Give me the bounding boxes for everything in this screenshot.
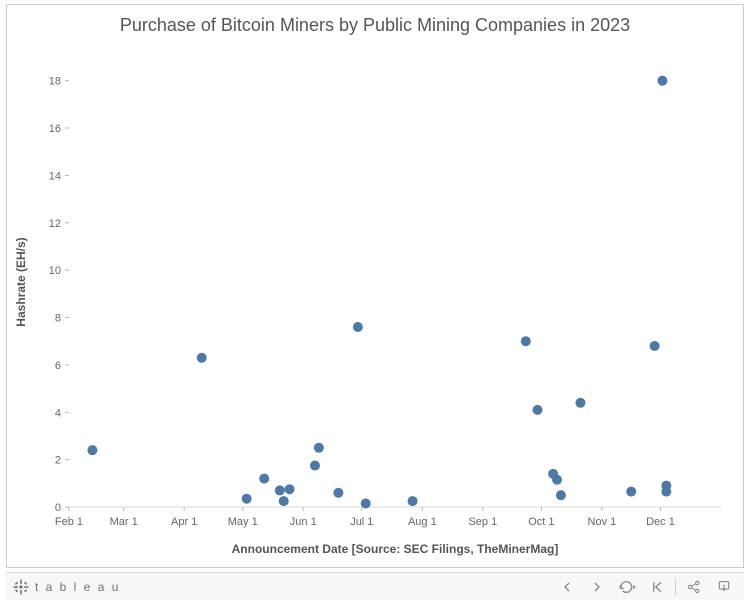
data-point[interactable]: [575, 398, 585, 408]
download-button[interactable]: [710, 576, 738, 598]
svg-text:Aug 1: Aug 1: [408, 516, 437, 528]
reset-button[interactable]: [643, 576, 671, 598]
svg-text:10: 10: [49, 265, 61, 277]
svg-text:Sep 1: Sep 1: [468, 516, 497, 528]
svg-text:Dec 1: Dec 1: [646, 516, 675, 528]
svg-text:4: 4: [55, 407, 61, 419]
svg-text:May 1: May 1: [228, 516, 258, 528]
toolbar: t a b l e a u: [6, 572, 744, 600]
data-point[interactable]: [87, 445, 97, 455]
data-point[interactable]: [521, 336, 531, 346]
svg-text:Feb 1: Feb 1: [55, 516, 83, 528]
data-point[interactable]: [314, 443, 324, 453]
svg-text:8: 8: [55, 313, 61, 325]
download-icon: [716, 579, 732, 595]
scatter-plot: 0 2 4 6 8 10 12 14 16 18 Feb 1 Mar 1 Apr 1 May 1 Jun 1…: [7, 49, 743, 567]
data-point[interactable]: [657, 76, 667, 86]
tableau-logo-icon: [12, 578, 30, 596]
data-point[interactable]: [661, 487, 671, 497]
toolbar-separator: [675, 578, 676, 596]
svg-text:18: 18: [49, 76, 61, 88]
svg-text:Nov 1: Nov 1: [588, 516, 617, 528]
revert-button[interactable]: [613, 576, 641, 598]
toolbar-right: [553, 576, 738, 598]
data-point[interactable]: [275, 485, 285, 495]
svg-text:Announcement Date [Source: SEC: Announcement Date [Source: SEC Filings, …: [232, 542, 559, 556]
svg-text:Apr 1: Apr 1: [171, 516, 197, 528]
data-point[interactable]: [552, 475, 562, 485]
svg-text:Jun 1: Jun 1: [290, 516, 317, 528]
chart-container: Purchase of Bitcoin Miners by Public Min…: [6, 4, 744, 568]
revert-icon: [618, 579, 636, 595]
data-point[interactable]: [285, 484, 295, 494]
data-point[interactable]: [333, 488, 343, 498]
skip-start-icon: [649, 579, 665, 595]
svg-text:16: 16: [49, 123, 61, 135]
data-point[interactable]: [533, 405, 543, 415]
svg-text:Oct 1: Oct 1: [528, 516, 554, 528]
svg-text:14: 14: [49, 170, 61, 182]
svg-text:0: 0: [55, 502, 61, 514]
svg-text:Jul 1: Jul 1: [350, 516, 373, 528]
arrow-right-icon: [589, 579, 605, 595]
data-point[interactable]: [242, 494, 252, 504]
data-point[interactable]: [279, 496, 289, 506]
data-point[interactable]: [353, 322, 363, 332]
svg-text:Mar 1: Mar 1: [110, 516, 138, 528]
data-point[interactable]: [408, 496, 418, 506]
data-point[interactable]: [650, 341, 660, 351]
data-point[interactable]: [310, 461, 320, 471]
share-icon: [686, 579, 702, 595]
arrow-left-icon: [559, 579, 575, 595]
data-point[interactable]: [556, 490, 566, 500]
svg-text:6: 6: [55, 360, 61, 372]
data-point[interactable]: [197, 353, 207, 363]
redo-button[interactable]: [583, 576, 611, 598]
data-point[interactable]: [259, 474, 269, 484]
svg-text:2: 2: [55, 455, 61, 467]
chart-title: Purchase of Bitcoin Miners by Public Min…: [7, 5, 743, 42]
undo-button[interactable]: [553, 576, 581, 598]
tableau-logo-text: t a b l e a u: [35, 580, 120, 594]
toolbar-left: t a b l e a u: [12, 578, 120, 596]
plot-area: 0 2 4 6 8 10 12 14 16 18 Feb 1 Mar 1 Apr 1 May 1 Jun 1…: [7, 49, 743, 567]
data-point[interactable]: [626, 487, 636, 497]
svg-text:Hashrate (EH/s): Hashrate (EH/s): [14, 237, 28, 326]
data-point[interactable]: [361, 498, 371, 508]
share-button[interactable]: [680, 576, 708, 598]
svg-text:12: 12: [49, 218, 61, 230]
tableau-logo[interactable]: t a b l e a u: [12, 578, 120, 596]
